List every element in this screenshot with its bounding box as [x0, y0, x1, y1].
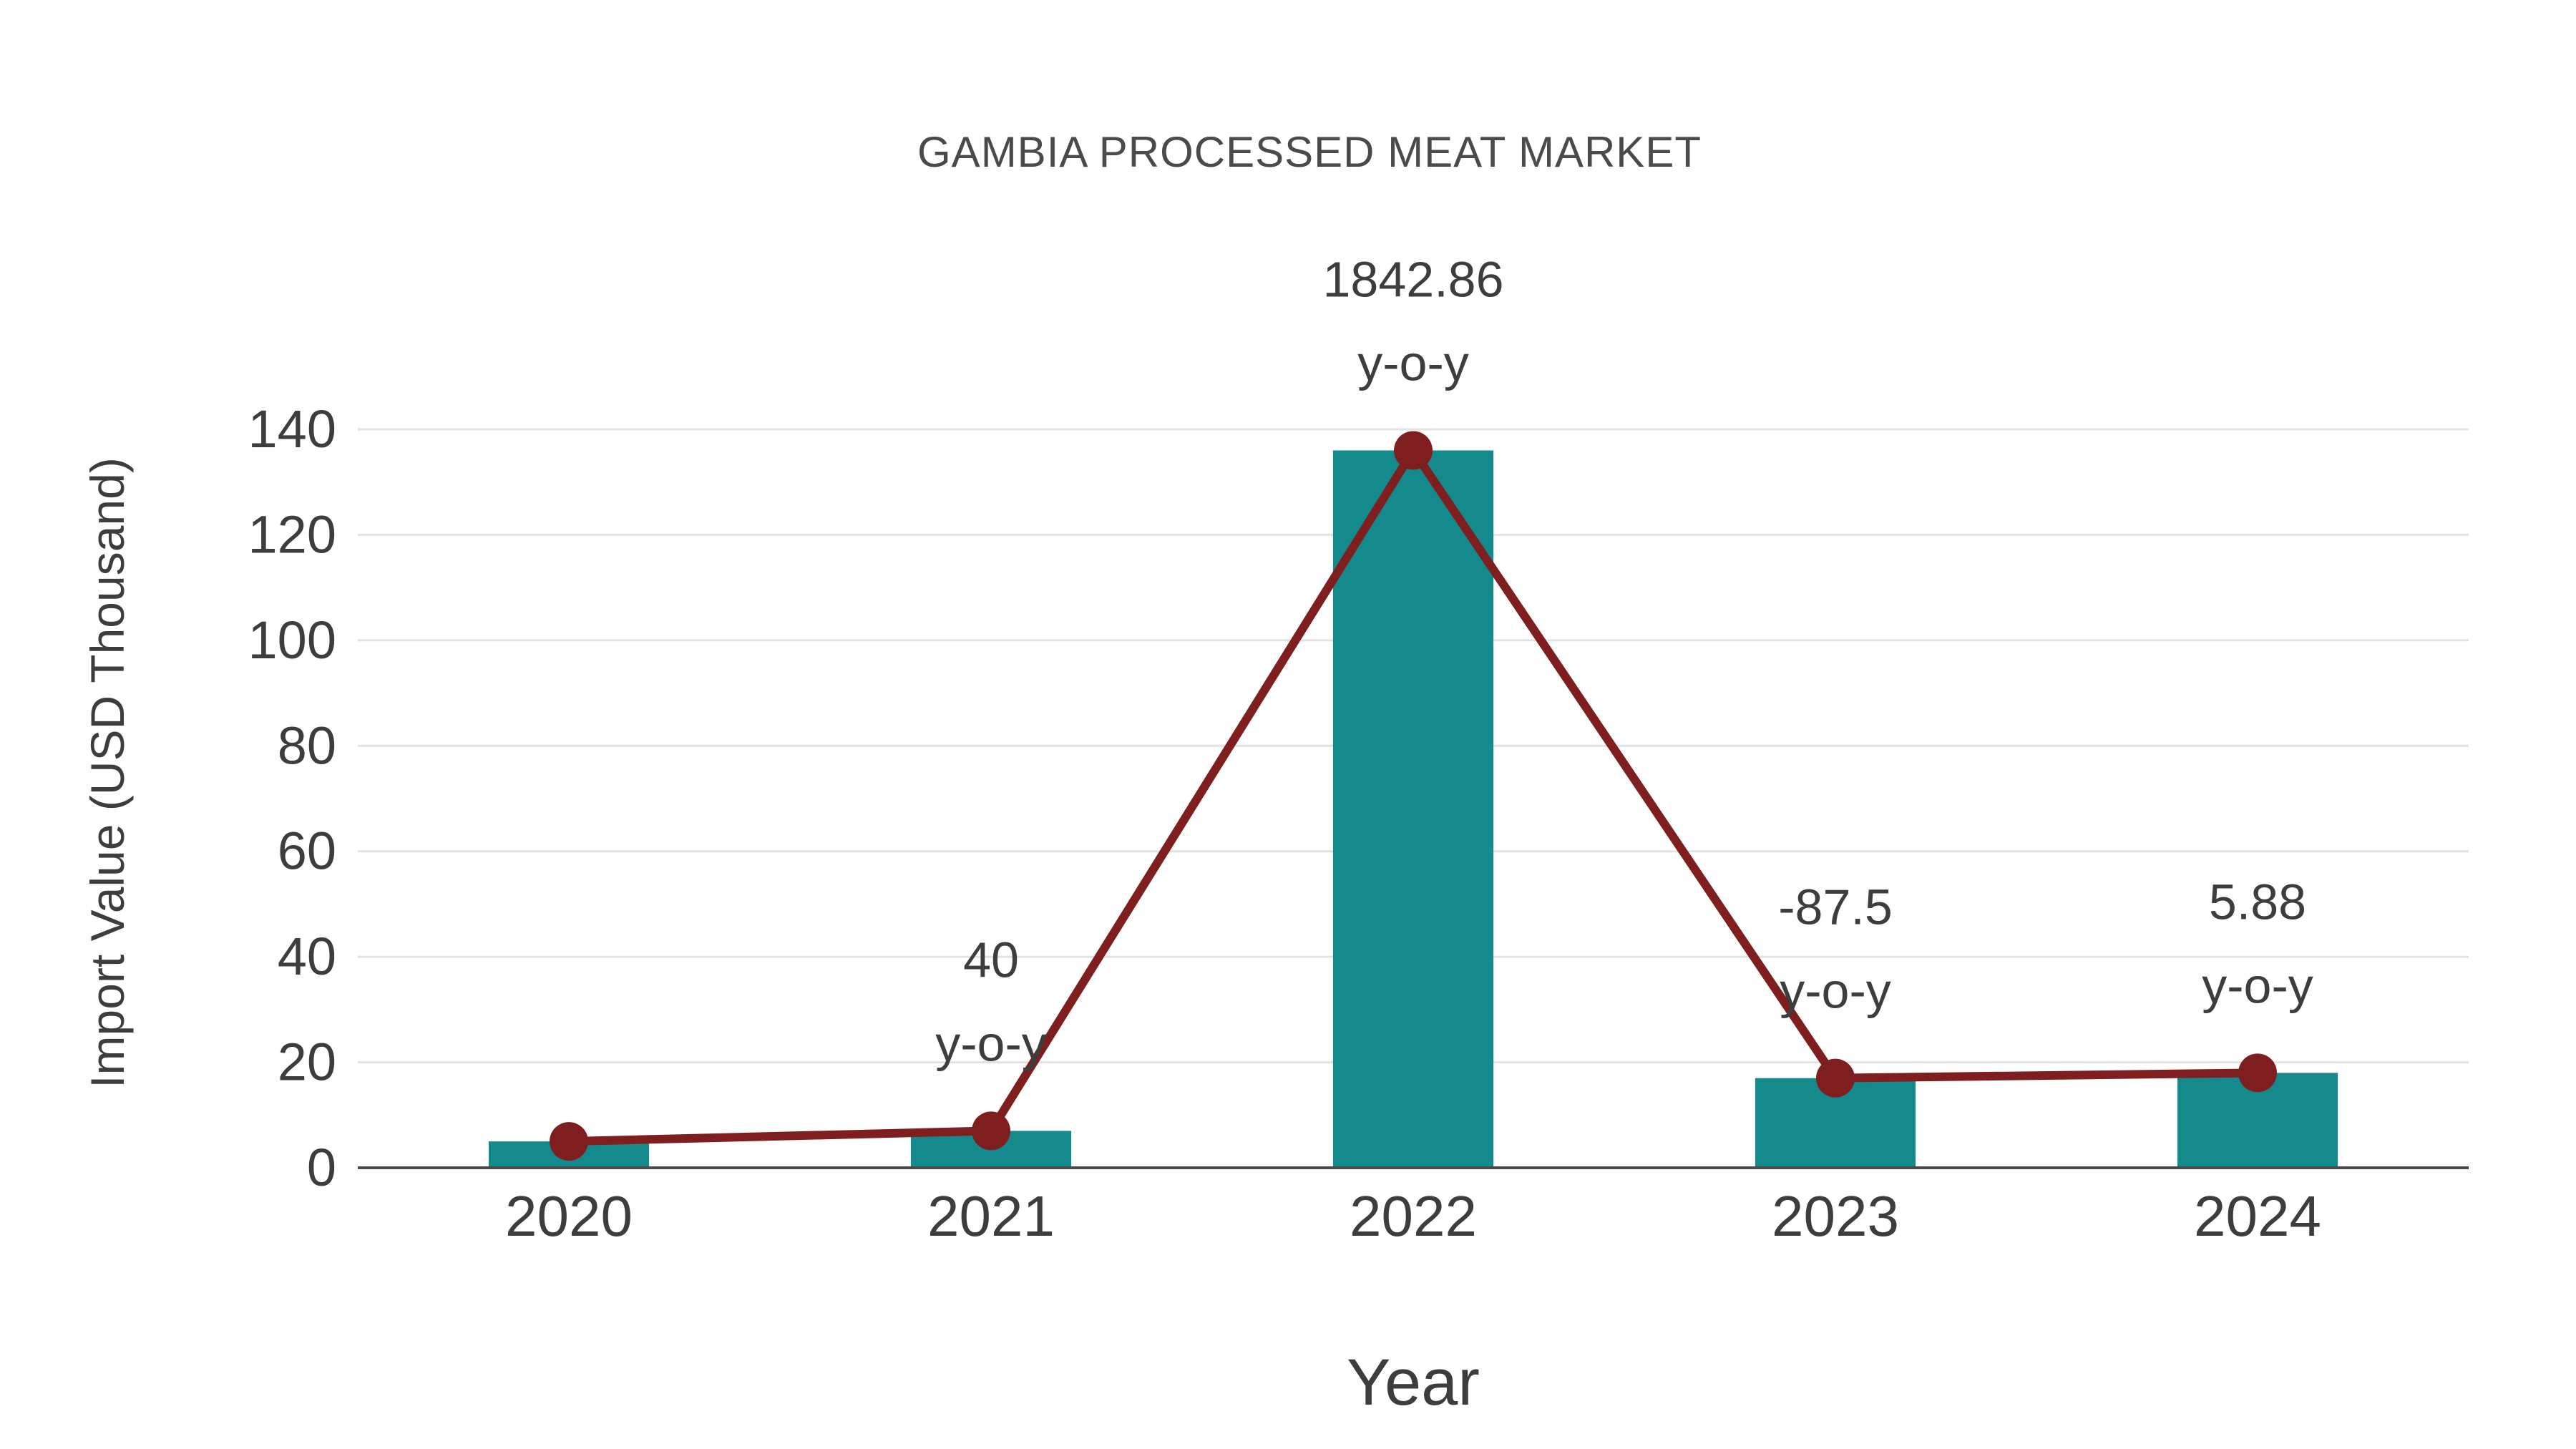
y-tick-label: 80: [278, 716, 336, 775]
x-tick-label: 2020: [505, 1184, 633, 1248]
y-tick-label: 140: [248, 399, 336, 459]
x-tick-label: 2023: [1772, 1184, 1899, 1248]
chart-title: GAMBIA PROCESSED MEAT MARKET: [917, 128, 1702, 176]
y-tick-label: 0: [307, 1138, 336, 1197]
y-tick-label: 120: [248, 504, 336, 564]
line-marker: [1816, 1058, 1855, 1098]
annotation-value: 5.88: [2209, 874, 2306, 930]
annotation-suffix: y-o-y: [935, 1015, 1047, 1071]
annotation-suffix: y-o-y: [1780, 963, 1891, 1019]
annotation-value: 1842.86: [1322, 251, 1503, 307]
line-marker: [550, 1122, 588, 1161]
x-tick-label: 2024: [2194, 1184, 2321, 1248]
x-axis-label: Year: [1347, 1346, 1480, 1419]
y-tick-label: 100: [248, 610, 336, 670]
annotation-value: 40: [963, 932, 1019, 987]
annotation-suffix: y-o-y: [1357, 335, 1469, 391]
x-tick-label: 2022: [1350, 1184, 1477, 1248]
y-tick-label: 40: [278, 927, 336, 986]
line-marker: [1394, 431, 1433, 470]
annotation-suffix: y-o-y: [2202, 957, 2313, 1013]
annotation-value: -87.5: [1778, 879, 1893, 935]
x-tick-label: 2021: [927, 1184, 1055, 1248]
line-marker: [972, 1111, 1010, 1151]
bar: [1332, 450, 1494, 1168]
line-marker: [2238, 1053, 2277, 1093]
y-tick-label: 60: [278, 821, 336, 881]
y-tick-label: 20: [278, 1033, 336, 1092]
